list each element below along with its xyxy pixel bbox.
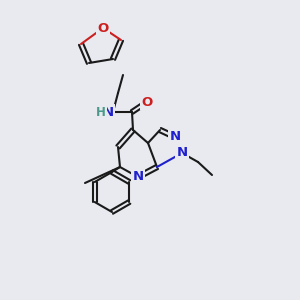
Text: N: N <box>132 170 144 184</box>
Text: N: N <box>176 146 188 160</box>
Text: N: N <box>102 106 114 118</box>
Text: H: H <box>96 106 106 119</box>
Text: N: N <box>169 130 181 143</box>
Text: O: O <box>141 95 153 109</box>
Text: O: O <box>98 22 109 34</box>
